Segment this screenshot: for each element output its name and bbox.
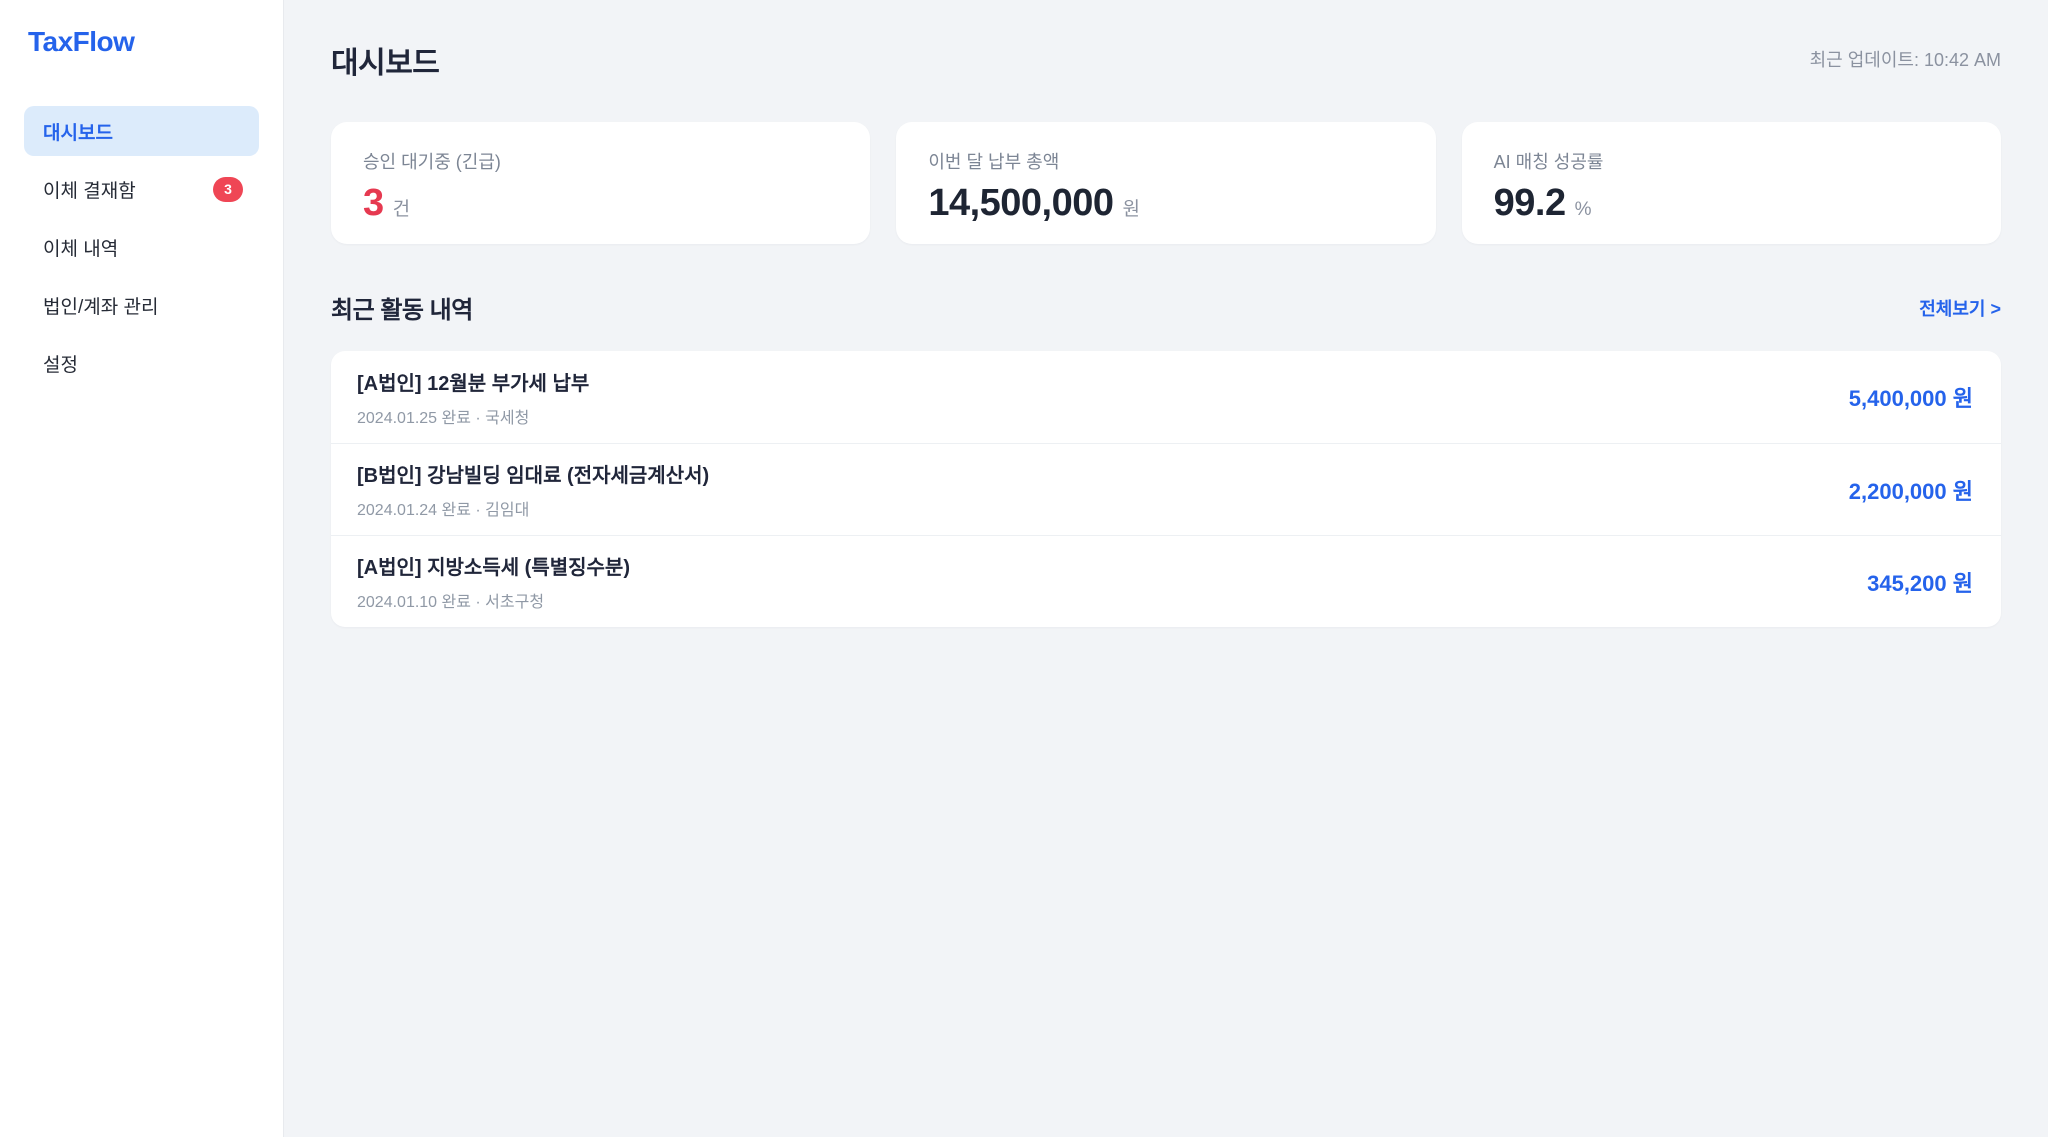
activity-amount: 5,400,000 원 xyxy=(1848,386,1973,411)
sidebar-item-corporation-accounts[interactable]: 법인/계좌 관리 xyxy=(24,280,259,330)
sidebar-nav: 대시보드 이체 결재함 3 이체 내역 법인/계좌 관리 설정 xyxy=(24,106,259,388)
stats-row: 승인 대기중 (긴급) 3 건 이번 달 납부 총액 14,500,000 원 … xyxy=(331,122,2001,244)
activity-row[interactable]: [A법인] 12월분 부가세 납부 2024.01.25 완료 · 국세청 5,… xyxy=(331,351,2001,443)
sidebar-item-dashboard[interactable]: 대시보드 xyxy=(24,106,259,156)
activity-title: [B법인] 강남빌딩 임대료 (전자세금계산서) xyxy=(357,465,710,487)
stat-card-ai-matching-rate: AI 매칭 성공률 99.2 % xyxy=(1461,122,2001,244)
stat-label: 승인 대기중 (긴급) xyxy=(363,152,501,172)
activity-row[interactable]: [B법인] 강남빌딩 임대료 (전자세금계산서) 2024.01.24 완료 ·… xyxy=(331,443,2001,535)
activity-amount: 2,200,000 원 xyxy=(1848,478,1973,504)
activity-row[interactable]: [A법인] 지방소득세 (특별징수분) 2024.01.10 완료 · 서초구청… xyxy=(331,535,2001,627)
sidebar-item-transfer-approvals[interactable]: 이체 결재함 3 xyxy=(24,164,259,214)
sidebar-item-label: 법인/계좌 관리 xyxy=(43,296,159,318)
notification-badge: 3 xyxy=(213,176,243,202)
section-title: 최근 활동 내역 xyxy=(331,297,473,324)
activity-meta: 2024.01.25 완료 · 국세청 xyxy=(357,409,530,427)
page-header: 대시보드 최근 업데이트: 10:42 AM xyxy=(331,38,2001,82)
stat-unit: % xyxy=(1574,199,1592,220)
stat-value: 3 xyxy=(363,182,384,224)
sidebar-item-transfer-history[interactable]: 이체 내역 xyxy=(24,222,259,272)
activity-meta: 2024.01.24 완료 · 김임대 xyxy=(357,502,530,519)
stat-card-monthly-payment-total: 이번 달 납부 총액 14,500,000 원 xyxy=(896,122,1436,244)
stat-label: AI 매칭 성공률 xyxy=(1493,152,1604,172)
stat-card-pending-approvals: 승인 대기중 (긴급) 3 건 xyxy=(331,122,871,244)
sidebar: TaxFlow 대시보드 이체 결재함 3 이체 내역 법인/계좌 관리 설정 xyxy=(0,0,284,1137)
activity-title: [A법인] 12월분 부가세 납부 xyxy=(357,372,590,395)
view-all-link[interactable]: 전체보기 > xyxy=(1919,298,2001,319)
page-title: 대시보드 xyxy=(331,47,440,80)
stat-value: 14,500,000 xyxy=(928,182,1114,224)
stat-unit: 건 xyxy=(392,199,411,220)
last-updated-timestamp: 최근 업데이트: 10:42 AM xyxy=(1809,50,2001,70)
activity-title: [A법인] 지방소득세 (특별징수분) xyxy=(357,557,630,579)
recent-activity-header: 최근 활동 내역 전체보기 > xyxy=(331,290,2001,325)
sidebar-item-label: 대시보드 xyxy=(43,122,113,144)
stat-unit: 원 xyxy=(1122,199,1140,220)
sidebar-item-label: 이체 내역 xyxy=(43,238,119,260)
sidebar-item-label: 설정 xyxy=(43,354,78,376)
recent-activity-list: [A법인] 12월분 부가세 납부 2024.01.25 완료 · 국세청 5,… xyxy=(331,351,2001,627)
sidebar-item-settings[interactable]: 설정 xyxy=(24,338,259,388)
activity-amount: 345,200 원 xyxy=(1867,570,1973,596)
activity-meta: 2024.01.10 완료 · 서초구청 xyxy=(357,594,545,611)
sidebar-item-label: 이체 결재함 xyxy=(43,180,136,202)
main-content: 대시보드 최근 업데이트: 10:42 AM 승인 대기중 (긴급) 3 건 이… xyxy=(284,0,2048,1137)
app-logo: TaxFlow xyxy=(28,26,135,57)
stat-value: 99.2 xyxy=(1493,182,1566,224)
stat-label: 이번 달 납부 총액 xyxy=(928,152,1060,172)
